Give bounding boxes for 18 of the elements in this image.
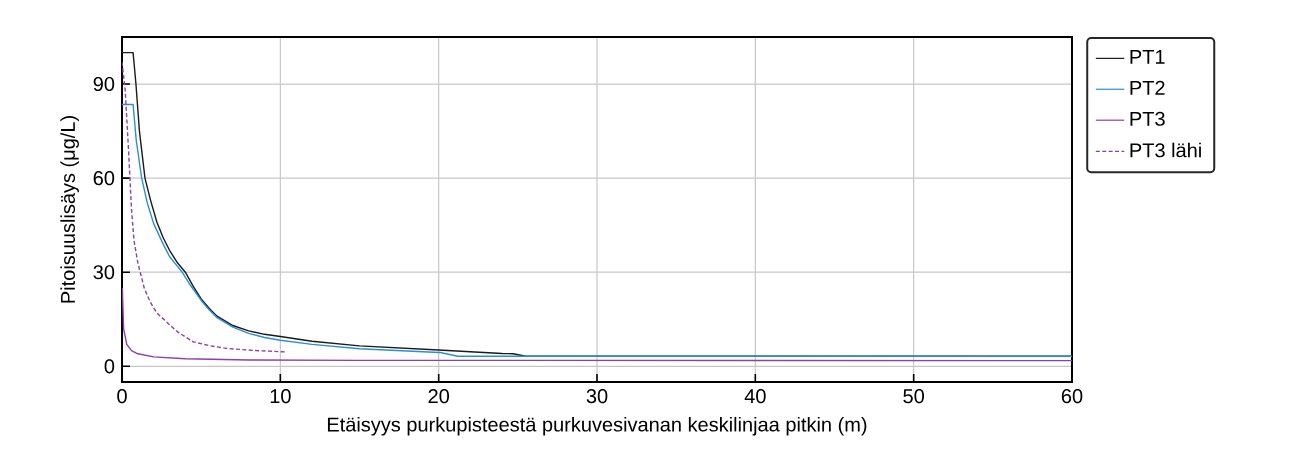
- x-tick-label: 0: [117, 389, 127, 404]
- y-tick-label: 0: [104, 359, 115, 374]
- x-tick-label: 60: [1061, 389, 1083, 404]
- line-series: [122, 103, 1072, 357]
- x-tick-label: 30: [586, 389, 608, 404]
- legend-label: PT3: [1130, 111, 1165, 126]
- x-axis-title: Etäisyys purkupisteestä purkuvesivanan keskilinjaa pitkin (m): [327, 416, 867, 436]
- y-tick-label: 90: [93, 76, 115, 92]
- legend-label: PT3 lähi: [1130, 142, 1201, 158]
- y-tick-label: 30: [93, 265, 115, 280]
- y-tick-label: 60: [93, 171, 115, 186]
- legend-label: PT1: [1130, 49, 1165, 64]
- y-axis-title: Pitoisuuslisäys (μg/L): [60, 116, 79, 303]
- x-tick-label: 20: [428, 389, 450, 404]
- x-tick-label: 10: [270, 389, 291, 404]
- legend-label: PT2: [1130, 80, 1165, 95]
- x-tick-label: 50: [903, 389, 925, 404]
- x-tick-label: 40: [744, 389, 766, 404]
